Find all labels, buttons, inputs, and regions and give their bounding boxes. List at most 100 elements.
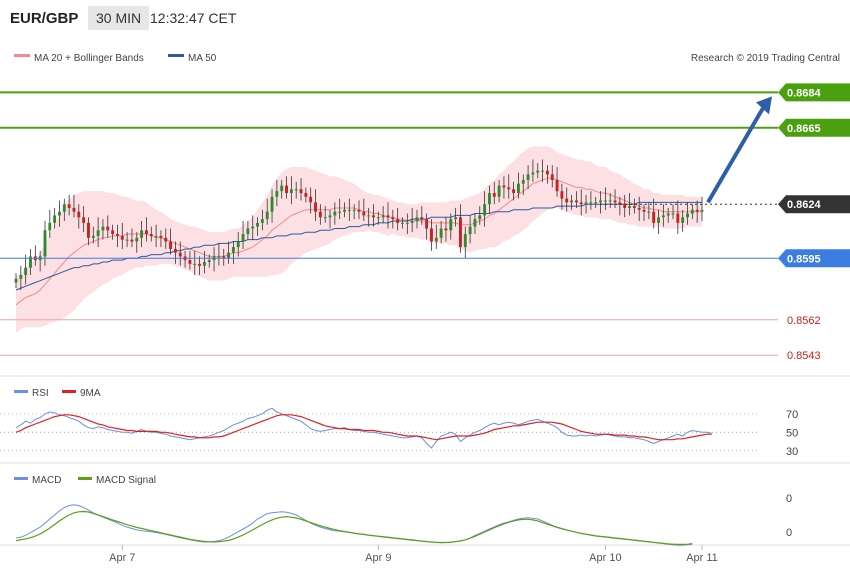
candle <box>333 202 337 225</box>
candle <box>265 198 269 225</box>
candle <box>603 187 607 210</box>
candle <box>560 183 564 210</box>
candle <box>676 200 680 235</box>
candle <box>555 166 559 197</box>
candle <box>526 165 530 190</box>
candle <box>478 206 482 225</box>
candle <box>260 209 264 231</box>
candle <box>304 187 308 203</box>
candle <box>405 213 409 235</box>
candle <box>72 194 76 218</box>
macd-line <box>15 504 693 546</box>
candle <box>497 179 501 203</box>
candle <box>318 204 322 225</box>
candle <box>623 194 627 218</box>
candle <box>681 209 685 233</box>
candle <box>376 211 380 225</box>
candle <box>695 200 699 223</box>
level-label-target-1: 0.8665 <box>787 123 821 135</box>
candle <box>246 221 250 240</box>
candle <box>343 202 346 218</box>
candle <box>53 207 57 229</box>
candle <box>632 198 636 214</box>
candle <box>434 224 438 249</box>
candle <box>594 196 598 208</box>
header: EUR/GBP 30 MIN 12:32:47 CET <box>0 0 850 38</box>
macd-tick-label: 0 <box>786 527 792 539</box>
candle <box>661 204 665 227</box>
rsi-tick-label: 50 <box>786 427 798 439</box>
candle <box>67 194 71 216</box>
candle <box>367 207 371 227</box>
candle <box>29 248 32 276</box>
candle <box>647 202 651 220</box>
candle <box>430 219 433 251</box>
level-target-1: 0.8665 <box>0 118 850 137</box>
candle <box>487 185 491 214</box>
candle <box>468 215 472 244</box>
candle <box>231 241 235 264</box>
candle <box>289 176 293 205</box>
candle <box>574 191 578 208</box>
candle <box>512 181 516 201</box>
level-label-support-2: 0.8543 <box>787 350 821 362</box>
candle <box>149 226 153 242</box>
candle <box>14 273 18 289</box>
x-axis: Apr 7 Apr 9 Apr 10 Apr 11 <box>109 545 718 564</box>
candle <box>280 179 284 199</box>
level-label-target-2: 0.8684 <box>787 87 822 99</box>
candle <box>492 181 496 205</box>
macd-legend: MACD MACD Signal <box>14 475 156 486</box>
candle <box>637 196 641 221</box>
candle <box>628 193 631 216</box>
candle <box>608 193 612 208</box>
candle <box>144 217 148 242</box>
candle <box>396 207 400 231</box>
macd-legend-swatch <box>14 477 28 480</box>
candle <box>686 202 689 225</box>
x-tick-label: Apr 10 <box>589 552 621 564</box>
level-label-current-price: 0.8624 <box>787 199 822 211</box>
candle <box>473 213 477 235</box>
rsi-line <box>15 407 712 449</box>
level-pivot: 0.8595 <box>0 249 850 268</box>
price-legend: MA 20 + Bollinger Bands MA 50 Research ©… <box>14 53 840 64</box>
candle <box>550 165 554 188</box>
candle <box>96 217 100 248</box>
candle <box>101 219 105 240</box>
candle <box>372 204 375 227</box>
candle <box>294 181 298 199</box>
candle <box>618 196 622 216</box>
copyright: Research © 2019 Trading Central <box>691 53 840 64</box>
candle <box>173 241 177 264</box>
candle <box>541 159 545 182</box>
candle <box>116 224 119 248</box>
timeframe-selector[interactable]: 30 MIN <box>88 6 150 30</box>
candle <box>613 189 617 208</box>
candle <box>24 254 28 285</box>
candle <box>589 191 593 210</box>
candle <box>323 206 327 223</box>
candle <box>77 204 81 229</box>
price-levels: 0.8684 0.8665 0.8624 0.8595 0.8562 0.8543 <box>0 83 850 362</box>
rsi-ma-line <box>15 414 712 441</box>
candle <box>125 232 129 248</box>
candle <box>135 232 139 253</box>
macd-signal-line <box>15 510 693 546</box>
candle <box>188 250 192 270</box>
candle <box>62 198 66 221</box>
x-tick-label: Apr 7 <box>109 552 135 564</box>
candle <box>454 207 458 227</box>
candle <box>82 206 86 233</box>
candle <box>217 243 221 266</box>
candle <box>531 159 535 182</box>
candle <box>91 226 95 244</box>
candle <box>565 187 569 212</box>
candle <box>700 196 704 221</box>
candle <box>207 254 211 268</box>
candle <box>502 176 506 199</box>
candle <box>483 191 487 227</box>
candle <box>275 179 279 207</box>
candle <box>120 222 124 249</box>
candle <box>671 204 675 220</box>
